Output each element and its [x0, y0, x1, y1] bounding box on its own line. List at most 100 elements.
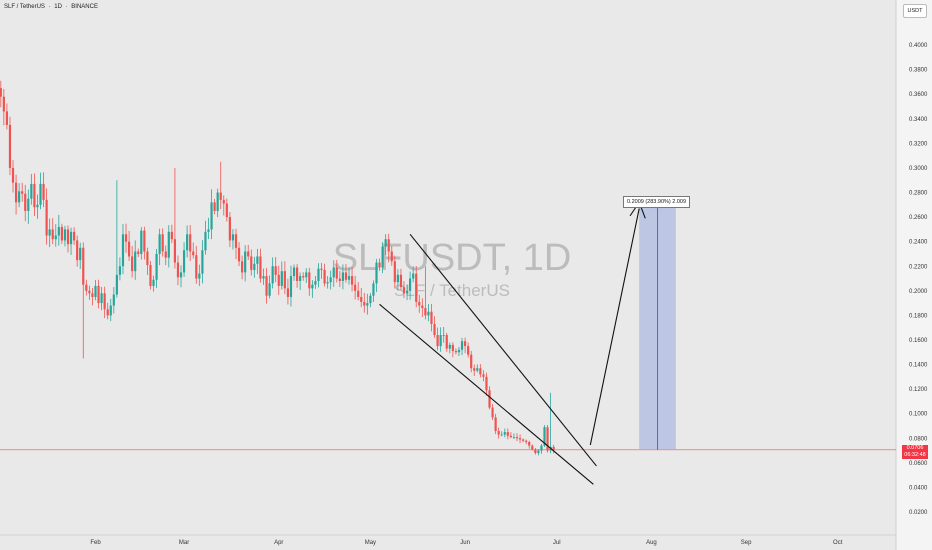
price-axis[interactable]: 0.0200 0.0400 0.0600 0.0800 0.1000 0.1200 0.14…	[895, 0, 932, 550]
candle-body	[537, 450, 540, 454]
candle-body	[79, 247, 82, 261]
currency-button[interactable]: USDT	[903, 4, 927, 18]
candle-body	[470, 354, 473, 369]
candle-body	[366, 303, 369, 306]
candle-body	[91, 293, 94, 297]
x-tick-label: Oct	[833, 540, 843, 546]
candle-body	[189, 234, 192, 252]
candle-body	[234, 234, 238, 248]
price-axis-panel	[896, 0, 932, 550]
candle-body	[192, 251, 195, 256]
candle-body	[48, 229, 51, 236]
x-tick-label: Mar	[179, 540, 189, 546]
candle-body	[305, 272, 308, 278]
candle-body	[482, 374, 485, 377]
candle-body	[268, 283, 271, 296]
candle-body	[131, 256, 134, 272]
candle-body	[33, 183, 36, 208]
candle-body	[167, 231, 170, 258]
projection-arrow-line[interactable]	[589, 208, 640, 446]
candle-body	[76, 240, 79, 261]
candle-body	[176, 262, 180, 278]
y-tick-label: 0.0800	[909, 436, 928, 442]
chart-drawings[interactable]	[0, 201, 896, 485]
candle-body	[18, 191, 21, 203]
candle-body	[369, 295, 372, 304]
candle-body	[378, 262, 381, 268]
candle-body	[506, 432, 509, 436]
candle-body	[546, 427, 549, 451]
candle-body	[164, 251, 167, 258]
candle-body	[534, 449, 537, 454]
candle-body	[485, 376, 488, 391]
x-tick-label: Jul	[553, 540, 561, 546]
candle-body	[118, 266, 122, 275]
y-tick-label: 0.2000	[909, 289, 928, 295]
candle-body	[320, 268, 323, 270]
candle-body	[112, 294, 115, 306]
candle-body	[430, 311, 433, 325]
candle-body	[73, 231, 76, 241]
candle-body	[88, 290, 91, 294]
candle-body	[424, 308, 427, 316]
candle-body	[412, 273, 415, 279]
candle-body	[271, 266, 274, 284]
candle-body	[323, 269, 326, 284]
candle-body	[326, 282, 329, 284]
header-separator: ·	[65, 4, 68, 10]
candle-body	[384, 239, 387, 247]
wedge-lower-trendline[interactable]	[379, 303, 594, 485]
candle-body	[57, 226, 60, 236]
candle-body	[237, 247, 241, 262]
candle-body	[299, 276, 302, 281]
candle-body	[60, 226, 63, 241]
candle-body	[289, 276, 293, 297]
candle-body	[372, 283, 375, 296]
candle-body	[2, 96, 5, 112]
candle-body	[14, 182, 18, 203]
candle-body	[182, 250, 186, 273]
y-tick-label: 0.1600	[909, 338, 928, 344]
candle-body	[259, 256, 262, 279]
candle-body	[311, 284, 314, 289]
candle-body	[241, 261, 244, 273]
candle-body	[94, 285, 97, 297]
candle-body	[63, 229, 67, 241]
candle-body	[341, 272, 345, 281]
y-tick-label: 0.2200	[909, 264, 928, 270]
candle-body	[473, 368, 476, 371]
candle-body	[143, 230, 146, 252]
header-interval: 1D	[54, 4, 62, 10]
candle-body	[274, 266, 277, 275]
y-tick-label: 0.3600	[909, 92, 928, 98]
candle-body	[528, 441, 531, 446]
candle-body	[21, 191, 24, 194]
candle-body	[106, 309, 109, 316]
y-tick-label: 0.3400	[909, 117, 928, 123]
x-tick-label: Apr	[274, 540, 283, 546]
candle-body	[210, 202, 213, 230]
candle-body	[219, 192, 222, 200]
time-axis[interactable]: Feb Mar Apr May Jun Jul Aug Sep Oct	[0, 534, 896, 546]
candle-body	[433, 324, 436, 336]
candle-body	[515, 437, 519, 439]
candle-body	[531, 445, 534, 450]
current-price-value: 0.0706	[906, 444, 924, 451]
candle-body	[100, 293, 103, 304]
y-tick-label: 0.3000	[909, 166, 928, 172]
candle-body	[256, 256, 259, 264]
y-tick-label: 0.3800	[909, 68, 928, 74]
candlestick-series	[0, 80, 555, 456]
y-tick-label: 0.3200	[909, 141, 928, 147]
y-tick-label: 0.2400	[909, 240, 928, 246]
candle-body	[363, 301, 366, 306]
candle-body	[393, 261, 396, 283]
wedge-upper-trendline[interactable]	[409, 233, 597, 467]
candle-body	[421, 305, 424, 309]
candle-body	[42, 183, 45, 200]
candle-body	[127, 241, 131, 257]
candle-body	[292, 267, 296, 277]
candle-body	[253, 263, 256, 270]
